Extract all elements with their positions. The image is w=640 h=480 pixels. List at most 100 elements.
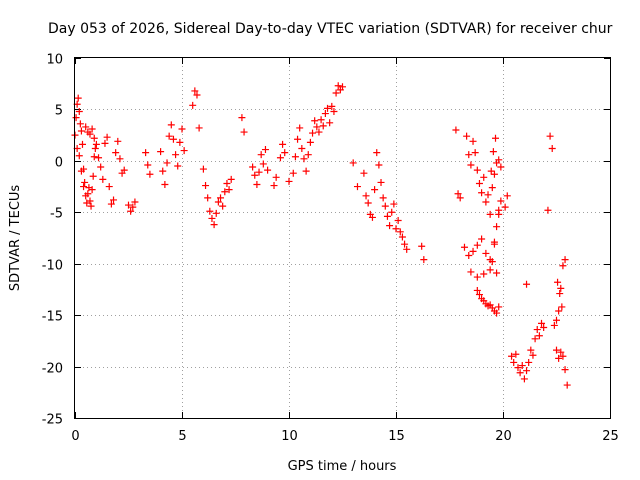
data-point bbox=[520, 375, 528, 383]
data-point bbox=[270, 182, 278, 190]
data-point bbox=[360, 169, 368, 177]
data-point bbox=[478, 235, 486, 243]
y-tick-label: 10 bbox=[46, 53, 63, 68]
data-point bbox=[392, 225, 400, 233]
data-point bbox=[473, 286, 481, 294]
data-point bbox=[471, 149, 479, 157]
data-point bbox=[523, 367, 531, 375]
data-point bbox=[396, 228, 404, 236]
data-point bbox=[261, 146, 269, 154]
data-point bbox=[259, 160, 267, 168]
data-point bbox=[105, 183, 113, 191]
data-point bbox=[112, 149, 120, 157]
data-point bbox=[264, 166, 272, 174]
axis-ticks: 0 5 10 15 20 25 -25 -20 -15 -10 -5 0 5 10 bbox=[42, 53, 619, 445]
data-point bbox=[473, 273, 481, 281]
data-point bbox=[313, 123, 321, 131]
data-point bbox=[561, 256, 569, 264]
data-point bbox=[379, 194, 387, 202]
data-point bbox=[330, 107, 338, 115]
data-point bbox=[364, 199, 372, 207]
y-tick-label: -15 bbox=[42, 310, 63, 325]
data-point bbox=[493, 309, 501, 317]
data-point bbox=[555, 307, 563, 315]
data-point bbox=[488, 258, 496, 266]
y-tick-label: -10 bbox=[42, 259, 63, 274]
data-point bbox=[176, 138, 184, 146]
data-point bbox=[328, 102, 336, 110]
data-point bbox=[116, 155, 124, 163]
data-point bbox=[465, 151, 473, 159]
data-point bbox=[467, 161, 475, 169]
data-point bbox=[178, 125, 186, 133]
data-point bbox=[495, 303, 503, 311]
data-point bbox=[386, 222, 394, 230]
data-point bbox=[488, 184, 496, 192]
data-point bbox=[493, 223, 501, 231]
data-point bbox=[206, 207, 214, 215]
data-point bbox=[131, 198, 139, 206]
data-point bbox=[475, 291, 483, 299]
data-point bbox=[165, 132, 173, 140]
data-point bbox=[516, 369, 524, 377]
data-point bbox=[490, 240, 498, 248]
data-point bbox=[167, 121, 175, 129]
data-point bbox=[317, 116, 325, 124]
data-point bbox=[146, 170, 154, 178]
data-point bbox=[227, 175, 235, 183]
data-point bbox=[304, 151, 312, 159]
data-point bbox=[217, 194, 225, 202]
data-point bbox=[332, 89, 340, 97]
data-point bbox=[74, 94, 82, 102]
data-point bbox=[129, 203, 137, 211]
data-point bbox=[514, 364, 522, 372]
data-point bbox=[525, 358, 533, 366]
data-point bbox=[144, 161, 152, 169]
data-point bbox=[480, 270, 488, 278]
data-point bbox=[142, 149, 150, 157]
data-point bbox=[309, 129, 317, 137]
y-tick-label: -25 bbox=[42, 413, 63, 428]
data-point bbox=[294, 135, 302, 143]
data-point bbox=[540, 323, 548, 331]
data-point bbox=[223, 179, 231, 187]
grid bbox=[75, 58, 610, 418]
data-point bbox=[553, 316, 560, 324]
data-point bbox=[546, 132, 554, 140]
data-point bbox=[353, 183, 361, 191]
data-point bbox=[191, 87, 199, 95]
x-tick-label: 25 bbox=[602, 429, 619, 444]
data-point bbox=[377, 178, 385, 186]
data-point bbox=[482, 249, 490, 257]
data-point bbox=[212, 209, 220, 217]
x-tick-label: 15 bbox=[388, 429, 405, 444]
data-point bbox=[291, 153, 299, 161]
data-point bbox=[88, 125, 96, 133]
data-point bbox=[249, 163, 257, 171]
data-point bbox=[225, 186, 233, 194]
data-point bbox=[76, 120, 84, 128]
data-point bbox=[533, 326, 541, 334]
data-point bbox=[388, 208, 396, 216]
x-tick-label: 10 bbox=[281, 429, 298, 444]
data-point bbox=[454, 190, 462, 198]
x-tick-label: 20 bbox=[495, 429, 512, 444]
data-point bbox=[75, 152, 83, 160]
data-point bbox=[535, 332, 543, 340]
data-point bbox=[84, 190, 92, 198]
data-point bbox=[86, 197, 94, 205]
data-point bbox=[390, 200, 398, 208]
data-point bbox=[95, 154, 103, 162]
data-point bbox=[527, 346, 535, 354]
x-tick-label: 5 bbox=[178, 429, 186, 444]
data-point bbox=[86, 130, 94, 138]
data-point bbox=[518, 362, 526, 370]
data-point bbox=[371, 186, 379, 194]
data-point bbox=[103, 133, 111, 141]
data-point bbox=[394, 217, 402, 225]
data-point bbox=[219, 202, 227, 210]
data-point bbox=[490, 170, 498, 178]
data-point bbox=[460, 243, 468, 251]
data-point bbox=[486, 266, 494, 274]
